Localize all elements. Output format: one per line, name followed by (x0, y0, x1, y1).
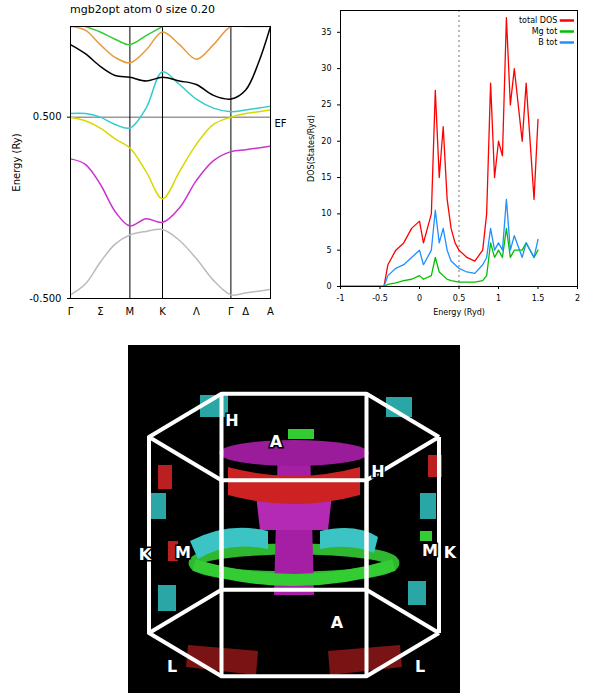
svg-text:-1: -1 (337, 294, 345, 303)
svg-text:M: M (175, 543, 191, 562)
svg-text:A: A (267, 306, 274, 317)
svg-text:M: M (126, 306, 135, 317)
svg-text:H: H (225, 411, 238, 430)
svg-text:total DOS: total DOS (519, 16, 557, 25)
svg-text:A: A (270, 432, 283, 451)
svg-text:25: 25 (321, 100, 331, 109)
svg-text:B tot: B tot (538, 38, 557, 47)
svg-text:K: K (444, 543, 457, 562)
svg-text:Σ: Σ (97, 306, 103, 317)
svg-text:A: A (331, 613, 344, 632)
svg-text:L: L (167, 657, 177, 676)
svg-text:Δ: Δ (242, 306, 249, 317)
svg-text:0: 0 (326, 282, 331, 291)
svg-text:15: 15 (321, 173, 331, 182)
svg-text:-0.5: -0.5 (372, 294, 388, 303)
svg-text:Mg tot: Mg tot (532, 27, 558, 36)
svg-text:Γ: Γ (68, 306, 74, 317)
svg-text:Energy (Ry): Energy (Ry) (11, 133, 22, 191)
svg-text:M: M (422, 541, 438, 560)
svg-text:K: K (159, 306, 166, 317)
svg-text:10: 10 (321, 209, 331, 218)
svg-text:DOS(States/Ryd): DOS(States/Ryd) (307, 115, 316, 182)
svg-text:0.5: 0.5 (453, 294, 466, 303)
svg-text:K: K (139, 545, 152, 564)
svg-text:Λ: Λ (193, 306, 200, 317)
svg-text:L: L (415, 657, 425, 676)
svg-text:5: 5 (326, 246, 331, 255)
html-text:mgb2opt atom 0 size 0.20: mgb2opt atom 0 size 0.20 (70, 3, 215, 16)
svg-text:H: H (371, 462, 384, 481)
svg-text:2: 2 (575, 294, 580, 303)
svg-text:30: 30 (321, 64, 331, 73)
svg-text:Γ: Γ (228, 306, 234, 317)
svg-text:0: 0 (417, 294, 422, 303)
svg-text:Energy (Ryd): Energy (Ryd) (433, 308, 485, 317)
svg-text:0.500: 0.500 (33, 111, 62, 122)
svg-text:35: 35 (321, 28, 331, 37)
svg-text:20: 20 (321, 137, 331, 146)
svg-text:EF: EF (275, 118, 287, 129)
svg-text:1.5: 1.5 (532, 294, 545, 303)
svg-text:-0.500: -0.500 (29, 293, 61, 304)
svg-text:1: 1 (496, 294, 501, 303)
